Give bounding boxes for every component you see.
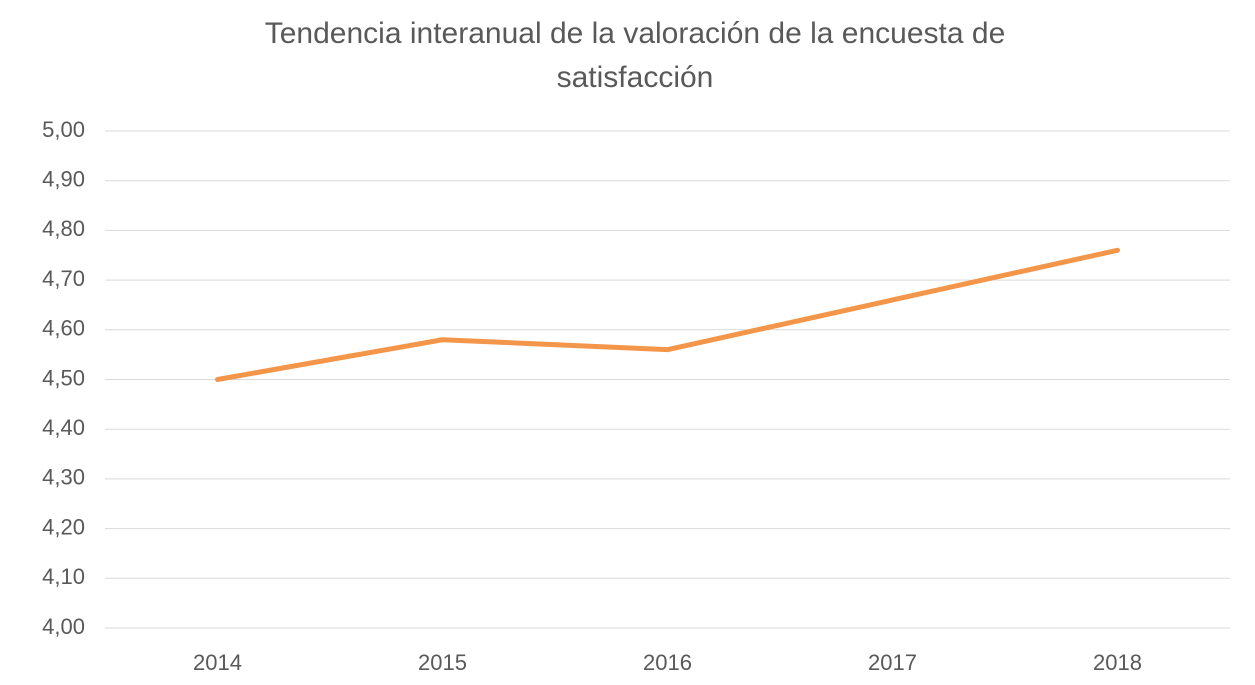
y-tick-label: 4,60 bbox=[42, 316, 85, 341]
chart-title: Tendencia interanual de la valoración de… bbox=[264, 17, 1006, 94]
y-tick-label: 4,70 bbox=[42, 266, 85, 291]
y-tick-label: 4,40 bbox=[42, 415, 85, 440]
x-tick-label: 2014 bbox=[193, 650, 242, 675]
y-tick-label: 4,00 bbox=[42, 614, 85, 639]
y-tick-label: 4,20 bbox=[42, 514, 85, 539]
y-tick-label: 4,30 bbox=[42, 465, 85, 490]
x-tick-label: 2017 bbox=[868, 650, 917, 675]
y-tick-label: 4,10 bbox=[42, 564, 85, 589]
y-tick-label: 5,00 bbox=[42, 117, 85, 142]
line bbox=[215, 247, 1120, 382]
x-tick-label: 2016 bbox=[643, 650, 692, 675]
y-tick-label: 4,80 bbox=[42, 216, 85, 241]
x-tick-label: 2018 bbox=[1093, 650, 1142, 675]
y-tick-label: 4,90 bbox=[42, 167, 85, 192]
x-tick-label: 2015 bbox=[418, 650, 467, 675]
y-tick-label: 4,50 bbox=[42, 365, 85, 390]
